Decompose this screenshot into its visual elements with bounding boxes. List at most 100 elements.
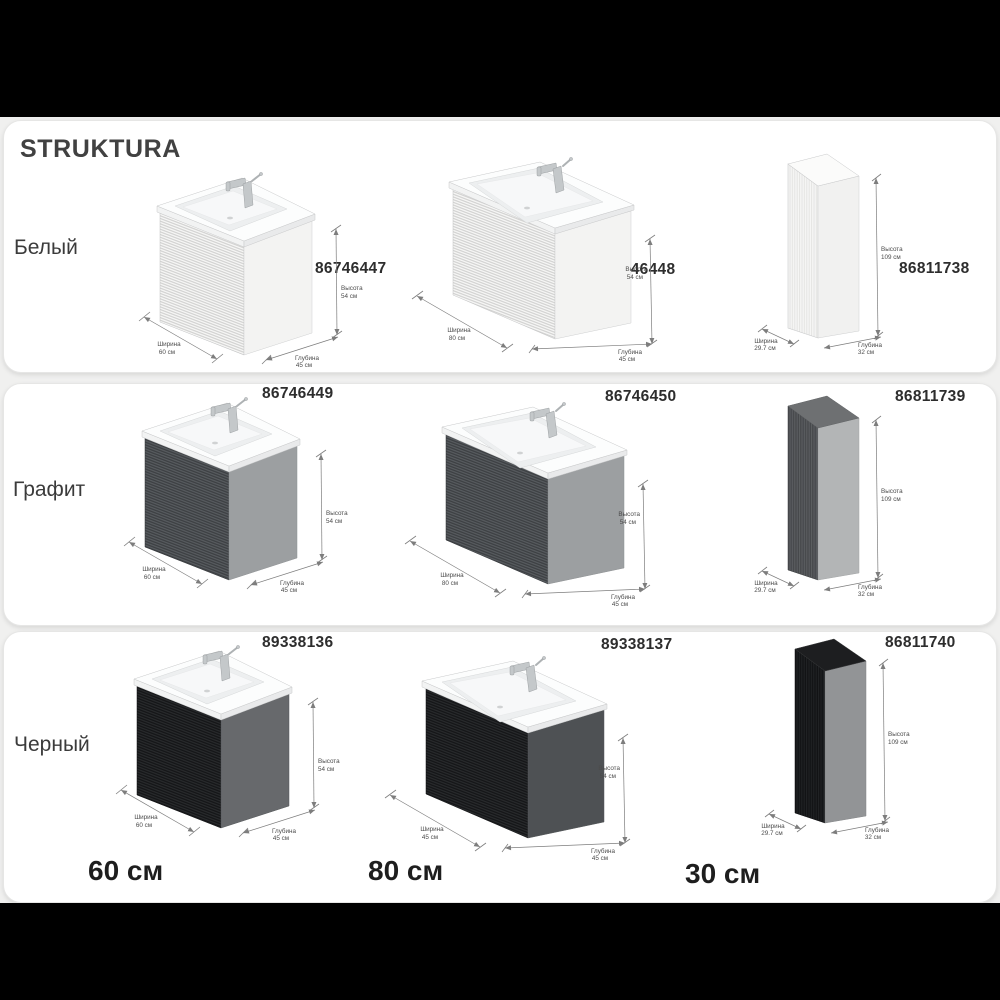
svg-text:32 см: 32 см xyxy=(858,349,874,356)
svg-text:29.7 см: 29.7 см xyxy=(754,587,775,594)
cabinet-top-face xyxy=(794,638,867,672)
width-dimension: Ширина 60 см xyxy=(115,784,201,837)
svg-text:54 см: 54 см xyxy=(318,766,334,773)
svg-text:Глубина: Глубина xyxy=(280,579,305,587)
article-number: 89338137 xyxy=(601,636,673,653)
svg-text:Высота: Высота xyxy=(318,758,340,765)
cabinet-front-face xyxy=(787,405,819,581)
cabinet-side-face xyxy=(817,417,860,581)
vanity-80-drawing: Высота 54 см Ширина 80 см Глубина 45 см xyxy=(411,157,658,363)
height-dimension: Высота 109 см xyxy=(871,415,903,582)
svg-text:Глубина: Глубина xyxy=(611,593,636,601)
countertop-washbasin xyxy=(448,161,635,235)
svg-text:Ширина: Ширина xyxy=(134,814,158,821)
svg-text:Высота: Высота xyxy=(881,488,903,495)
svg-text:60 см: 60 см xyxy=(144,574,160,581)
color-label-black: Черный xyxy=(14,733,90,756)
svg-text:Глубина: Глубина xyxy=(618,348,643,356)
article-number: 86746450 xyxy=(605,388,677,405)
svg-text:54 см: 54 см xyxy=(600,773,616,780)
svg-text:32 см: 32 см xyxy=(865,834,881,841)
footer-size-60: 60 см xyxy=(88,855,164,886)
width-dimension: Ширина 60 см xyxy=(123,536,209,589)
article-number: 89338136 xyxy=(262,634,334,651)
depth-dimension: Глубина 45 см xyxy=(261,336,339,369)
top-letterbox-bar xyxy=(0,0,1000,117)
vanity-80-drawing: Высота 54 см Ширина 45 см Глубина 45 см xyxy=(384,656,631,862)
depth-dimension: Глубина 32 см xyxy=(830,820,890,841)
depth-dimension: Глубина 32 см xyxy=(823,577,883,598)
svg-text:Ширина: Ширина xyxy=(754,338,778,345)
svg-text:29.7 см: 29.7 см xyxy=(761,830,782,837)
svg-text:45 см: 45 см xyxy=(296,362,312,369)
svg-text:80 см: 80 см xyxy=(449,335,465,342)
svg-text:54 см: 54 см xyxy=(341,293,357,300)
svg-text:109 см: 109 см xyxy=(888,739,908,746)
cabinet-top-face xyxy=(787,395,860,429)
article-number: 86746447 xyxy=(315,260,387,277)
tall-cabinet-drawing: Высота 109 см Ширина 29.7 см Глубина 32 … xyxy=(754,153,903,356)
vanity-60-drawing: Высота 54 см Ширина 60 см Глубина 45 см xyxy=(115,645,340,842)
countertop-washbasin xyxy=(141,402,301,473)
cabinet xyxy=(787,153,860,339)
countertop-washbasin xyxy=(133,650,293,721)
cabinet-side-face xyxy=(824,660,867,824)
tall-cabinet-drawing: Высота 109 см Ширина 29.7 см Глубина 32 … xyxy=(754,395,903,598)
svg-text:45 см: 45 см xyxy=(273,835,289,842)
depth-dimension: Глубина 45 см xyxy=(501,840,626,862)
faucet-icon xyxy=(536,157,573,194)
vanity-60-drawing: Высота 54 см Ширина 60 см Глубина 45 см xyxy=(138,172,363,369)
depth-dimension: Глубина 32 см xyxy=(823,335,883,356)
svg-text:Ширина: Ширина xyxy=(754,580,778,587)
svg-text:45 см: 45 см xyxy=(281,587,297,594)
cabinet-front-face xyxy=(787,163,819,339)
svg-text:109 см: 109 см xyxy=(881,496,901,503)
svg-text:29.7 см: 29.7 см xyxy=(754,345,775,352)
faucet-icon xyxy=(529,402,566,439)
svg-text:Глубина: Глубина xyxy=(272,827,297,835)
vanity-60-drawing: Высота 54 см Ширина 60 см Глубина 45 см xyxy=(123,397,348,594)
width-dimension: Ширина 29.7 см xyxy=(761,809,807,837)
faucet-icon xyxy=(509,656,546,693)
svg-text:60 см: 60 см xyxy=(136,822,152,829)
svg-text:Ширина: Ширина xyxy=(142,566,166,573)
svg-text:Глубина: Глубина xyxy=(858,341,883,349)
countertop-washbasin xyxy=(441,406,628,480)
height-dimension: Высота 54 см xyxy=(307,697,340,812)
article-number: 86811738 xyxy=(899,260,970,277)
svg-text:54 см: 54 см xyxy=(620,519,636,526)
bottom-letterbox-bar xyxy=(0,903,1000,1000)
svg-text:45 см: 45 см xyxy=(619,356,635,363)
height-dimension: Высота 109 см xyxy=(878,658,910,825)
countertop-washbasin xyxy=(156,177,316,248)
svg-text:54 см: 54 см xyxy=(627,274,643,281)
product-row-black: Черный 89338136 89338137 86811740 xyxy=(3,631,997,903)
svg-text:45 см: 45 см xyxy=(592,855,608,862)
countertop-washbasin xyxy=(421,660,608,734)
width-dimension: Ширина 45 см xyxy=(384,789,487,852)
cabinet xyxy=(787,395,860,581)
height-dimension: Высота 54 см xyxy=(625,234,658,348)
svg-text:Высота: Высота xyxy=(881,246,903,253)
footer-size-30: 30 см xyxy=(685,858,761,889)
svg-text:Высота: Высота xyxy=(598,765,620,772)
svg-text:Высота: Высота xyxy=(625,266,647,273)
faucet-icon xyxy=(202,645,240,682)
width-dimension: Ширина 60 см xyxy=(138,311,224,364)
catalog-content: STRUKTURA Белый 86746447 86746448 868117… xyxy=(0,117,1000,903)
svg-text:Высота: Высота xyxy=(888,731,910,738)
height-dimension: Высота 54 см xyxy=(618,479,651,593)
svg-text:Ширина: Ширина xyxy=(420,826,444,833)
width-dimension: Ширина 80 см xyxy=(411,290,514,353)
svg-text:Глубина: Глубина xyxy=(865,826,890,834)
depth-dimension: Глубина 45 см xyxy=(521,586,646,608)
color-label-graphite: Графит xyxy=(13,478,86,501)
svg-text:Высота: Высота xyxy=(326,510,348,517)
svg-text:Глубина: Глубина xyxy=(858,583,883,591)
cabinet-top-face xyxy=(787,153,860,187)
color-label-white: Белый xyxy=(14,236,78,259)
collection-title: STRUKTURA xyxy=(20,135,181,163)
faucet-icon xyxy=(210,397,248,434)
svg-text:60 см: 60 см xyxy=(159,349,175,356)
